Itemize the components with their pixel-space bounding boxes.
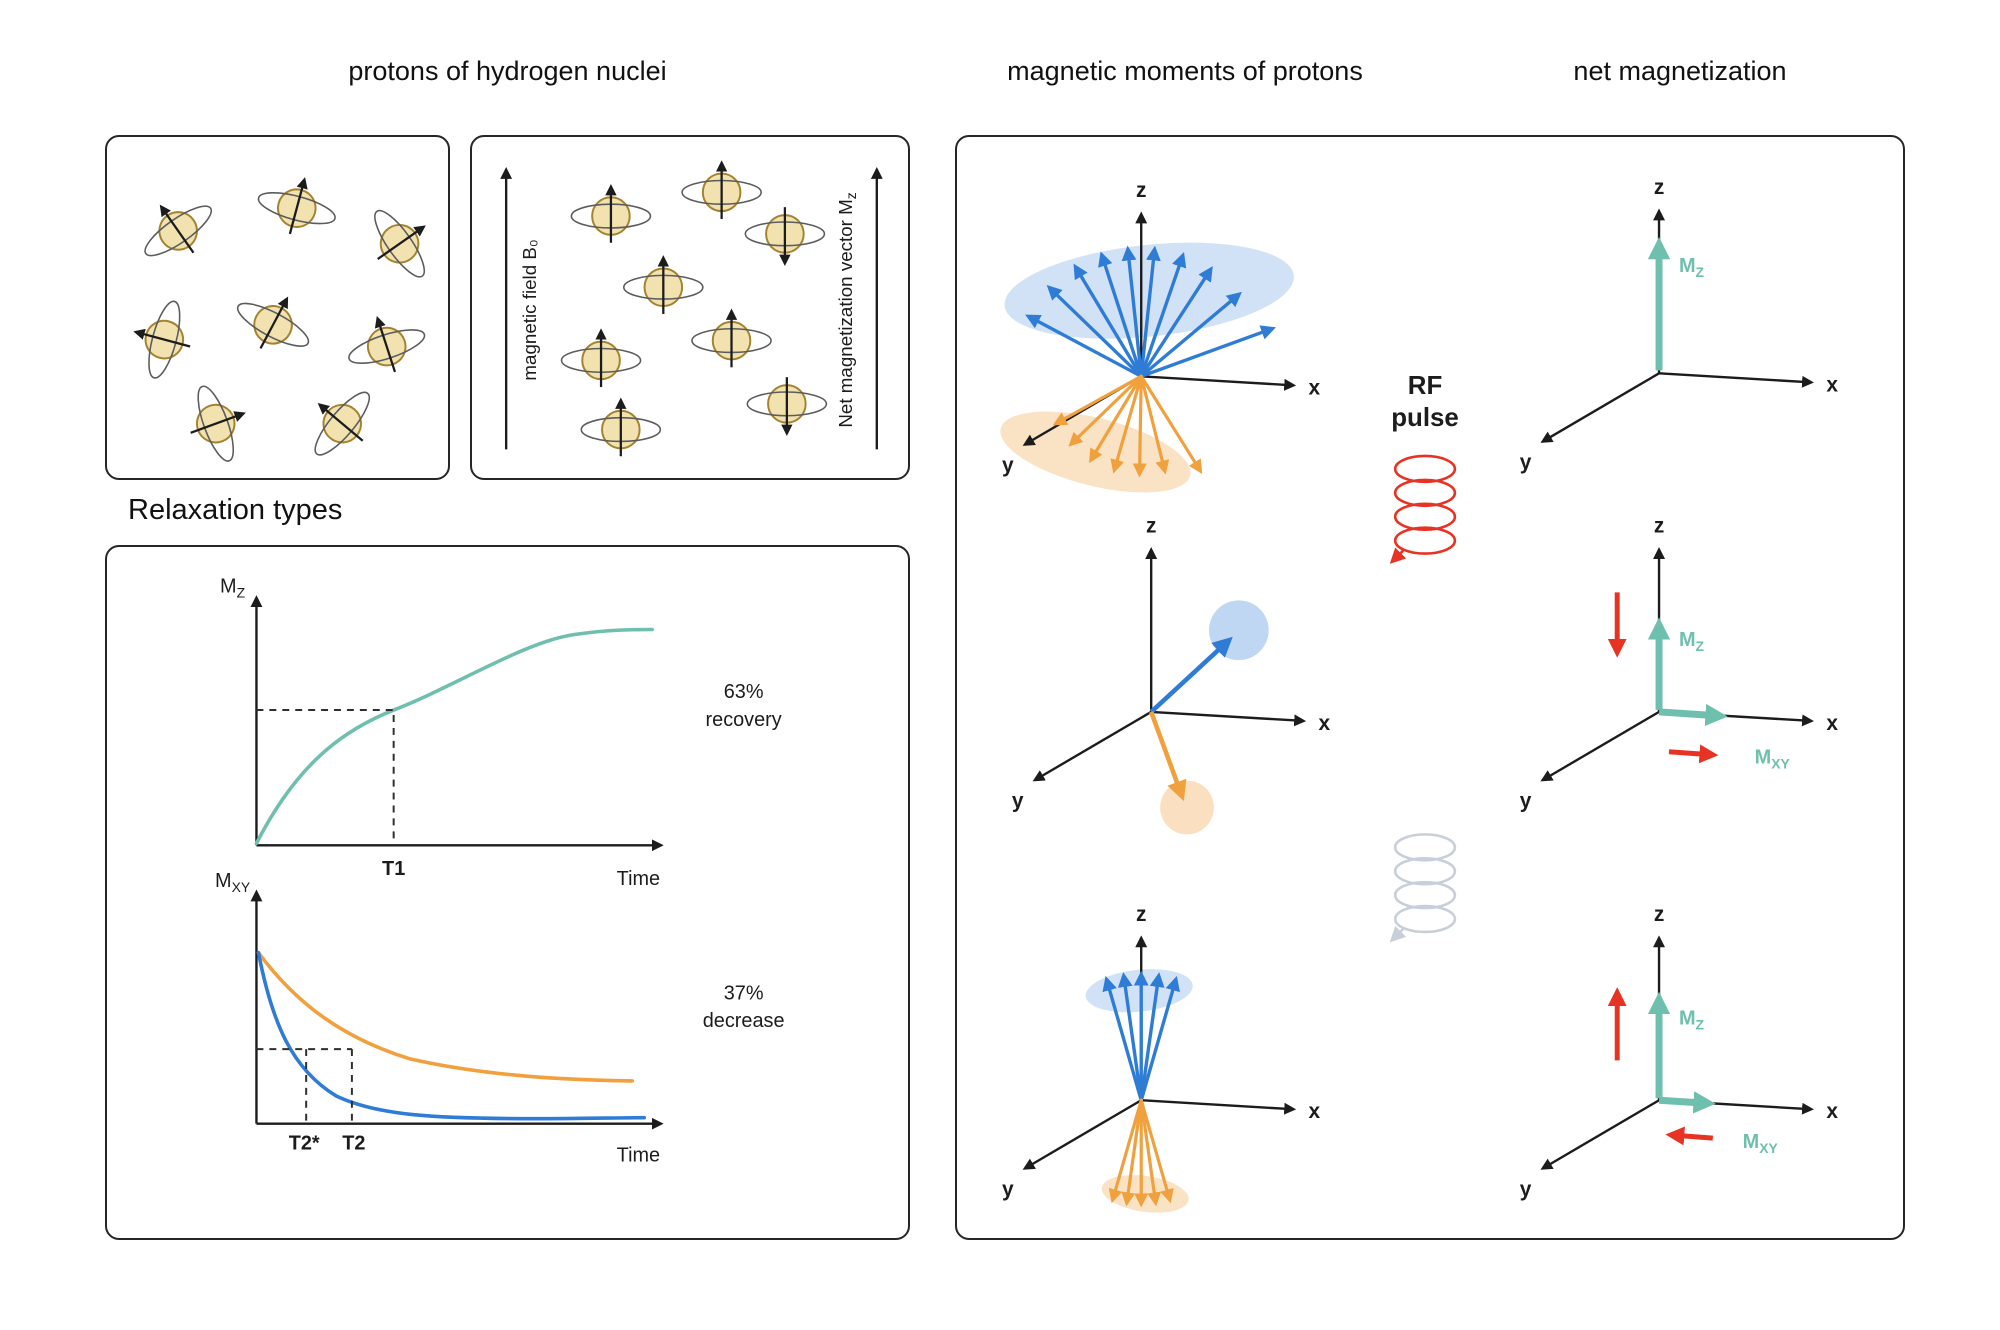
- x-axis-label: x: [1826, 373, 1838, 396]
- b0-field-label: magnetic field B₀: [519, 239, 540, 380]
- random-protons-illustration: [107, 137, 448, 478]
- rf-coil-icon: [1389, 454, 1457, 564]
- t1-y-axis-label: MZ: [220, 576, 246, 601]
- xyz-axes: [1544, 212, 1811, 441]
- t1-recovery-chart: MZ T1 Time 63% recovery: [220, 576, 782, 890]
- y-axis-label: y: [1520, 451, 1532, 474]
- rephasing-moments-diagram: z x y: [1002, 903, 1321, 1213]
- proton: [226, 281, 322, 367]
- orange-bundle-arrows: [1108, 1098, 1174, 1208]
- mxy-decrease-arrow: [1665, 1126, 1713, 1146]
- net-magnetization-recovery-diagram: MZ MXY z x y: [1520, 903, 1839, 1201]
- y-axis-label: y: [1002, 454, 1014, 477]
- z-axis-label: z: [1136, 179, 1146, 202]
- z-axis-label: z: [1654, 903, 1664, 926]
- magnetization-sequence-illustration: z x y MZ z x y RF pulse: [1000, 176, 1839, 1213]
- mxy-vector: [1658, 703, 1728, 727]
- magnetization-sequence-panel: z x y MZ z x y RF pulse: [955, 135, 1905, 1240]
- t2-annotation-word: decrease: [703, 1010, 785, 1032]
- x-axis-label: x: [1309, 1100, 1321, 1123]
- random-protons-panel: [105, 135, 450, 480]
- t2star-marker-label: T2*: [289, 1133, 320, 1155]
- rf-pulse-label-line2: pulse: [1391, 404, 1459, 432]
- t2-y-axis-label: MXY: [215, 870, 250, 895]
- z-axis-label: z: [1146, 515, 1156, 538]
- t1-marker-label: T1: [382, 858, 405, 880]
- precessing-moments-diagram: z x y: [1000, 179, 1321, 493]
- net-magnetization-equilibrium-diagram: MZ z x y: [1520, 176, 1839, 474]
- x-axis-label: x: [1318, 712, 1330, 735]
- z-axis-label: z: [1654, 515, 1664, 538]
- t1-time-label: Time: [617, 868, 660, 890]
- relaxation-types-title: Relaxation types: [128, 494, 343, 526]
- mz-label: MZ: [1679, 629, 1705, 654]
- proton: [340, 307, 432, 384]
- t2-annotation-pct: 37%: [724, 982, 764, 1004]
- t1-dashed-guides: [256, 709, 395, 846]
- mz-label: MZ: [1679, 1008, 1705, 1033]
- z-axis-label: z: [1136, 903, 1146, 926]
- protons-title: protons of hydrogen nuclei: [348, 56, 667, 86]
- mz-label: MZ: [1679, 255, 1705, 280]
- tipped-moment-diagram: z x y: [1012, 515, 1330, 835]
- proton-spin-up: [571, 187, 650, 242]
- proton-spin-down: [745, 207, 824, 262]
- y-axis-label: y: [1520, 789, 1532, 812]
- proton: [252, 170, 343, 244]
- blue-moment-arrows: [1025, 245, 1276, 379]
- t2-decay-curve: [256, 950, 635, 1083]
- proton-spin-up: [624, 259, 703, 314]
- x-axis-label: x: [1826, 712, 1838, 735]
- aligned-protons-illustration: magnetic field B₀ Net magnetization vect…: [500, 137, 883, 478]
- orange-moment-glow: [1160, 780, 1214, 835]
- magnetic-moments-title: magnetic moments of protons: [1007, 56, 1363, 86]
- rf-coil-faded-icon: [1389, 833, 1457, 943]
- orange-moment-arrows: [1052, 374, 1203, 478]
- x-axis-label: x: [1826, 1100, 1838, 1123]
- mxy-vector: [1658, 1091, 1716, 1114]
- relaxation-types-panel: MZ T1 Time 63% recovery MXY T2* T2 Time …: [105, 545, 910, 1240]
- xyz-axes: [1036, 551, 1303, 780]
- proton: [126, 294, 200, 385]
- net-magnetization-after-pulse-diagram: MZ MXY z x y: [1520, 515, 1839, 813]
- y-axis-label: y: [1002, 1178, 1014, 1201]
- mxy-increase-arrow: [1668, 744, 1719, 764]
- y-axis-label: y: [1012, 789, 1024, 812]
- blue-bundle-arrows: [1102, 970, 1180, 1102]
- blue-moment-arrow: [1149, 636, 1233, 714]
- mxy-label: MXY: [1743, 1131, 1779, 1156]
- proton-spin-down: [747, 377, 826, 432]
- t1-annotation-pct: 63%: [724, 681, 764, 703]
- mxy-label: MXY: [1755, 747, 1791, 772]
- proton: [295, 375, 388, 471]
- orange-moment-arrow: [1149, 711, 1187, 802]
- t1-recovery-curve: [254, 627, 654, 846]
- t2-time-label: Time: [617, 1144, 660, 1166]
- rf-pulse-label-line1: RF: [1408, 372, 1443, 400]
- proton: [177, 377, 256, 470]
- proton-spin-up: [692, 312, 771, 367]
- t2-dashed-guides: [256, 1048, 353, 1124]
- t1-annotation-word: recovery: [706, 709, 782, 731]
- proton-spin-up: [581, 401, 660, 456]
- t2-marker-label: T2: [342, 1133, 365, 1155]
- relaxation-charts: MZ T1 Time 63% recovery MXY T2* T2 Time …: [215, 576, 784, 1167]
- t2-decay-chart: MXY T2* T2 Time 37% decrease: [215, 870, 784, 1166]
- t2star-decay-curve: [256, 950, 646, 1121]
- blue-bundle-glow: [1085, 969, 1193, 1013]
- proton: [129, 185, 226, 276]
- aligned-protons-panel: magnetic field B₀ Net magnetization vect…: [470, 135, 910, 480]
- net-magnetization-vector-label: Net magnetization vector Mz: [835, 192, 859, 427]
- net-magnetization-title: net magnetization: [1573, 56, 1787, 86]
- y-axis-label: y: [1520, 1178, 1532, 1201]
- x-axis-label: x: [1309, 376, 1321, 399]
- z-axis-label: z: [1654, 176, 1664, 199]
- proton: [355, 195, 446, 292]
- proton-spin-up: [562, 332, 641, 387]
- xyz-axes: [1544, 551, 1811, 780]
- proton-spin-up: [682, 164, 761, 219]
